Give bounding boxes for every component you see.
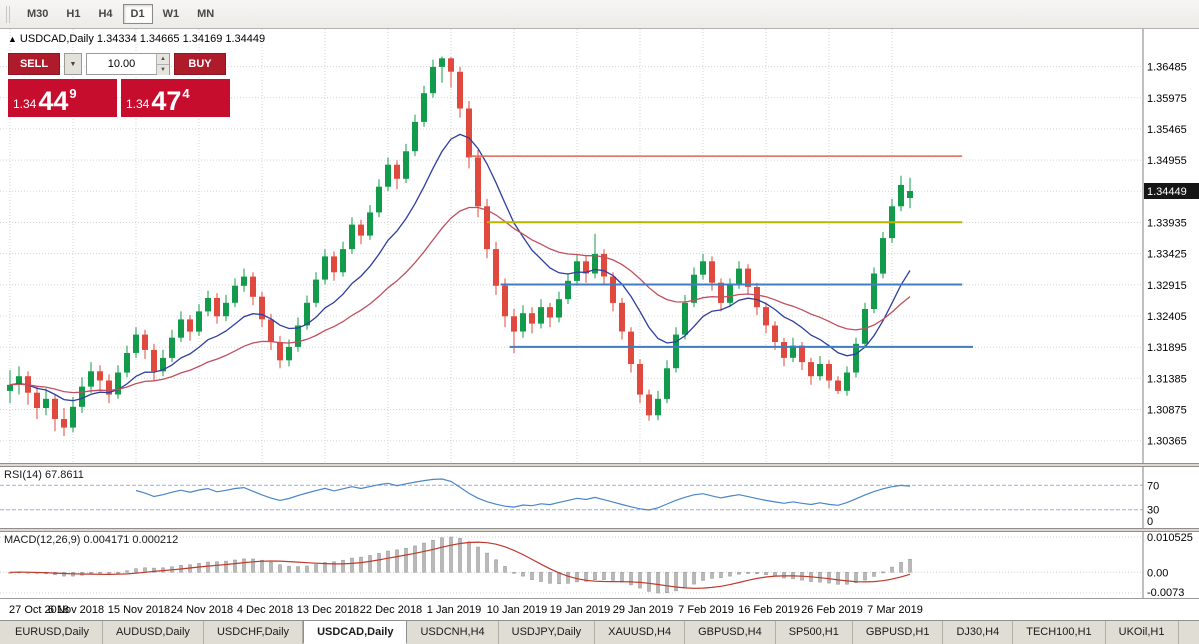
chart-tab[interactable]: GBPUSD,H1 [853, 621, 944, 644]
chart-tab[interactable]: XAUUSD,H4 [595, 621, 686, 644]
volume-spin-buttons: ▲ ▼ [156, 54, 169, 75]
chart-tab[interactable]: GBPUSD,H4 [685, 621, 776, 644]
main-chart-panel[interactable]: 1.364851.359751.354651.349551.344451.339… [0, 29, 1199, 463]
rsi-canvas[interactable]: 70 300 [0, 467, 1199, 528]
timeframe-button-mn[interactable]: MN [197, 8, 215, 20]
macd-indicator-panel[interactable]: 0.010525 0.00 -0.0073 MACD(12,26,9) 0.0041… [0, 532, 1199, 598]
date-axis-label: 13 Dec 2018 [296, 604, 360, 616]
timeframe-toolbar: M30 H1 H4 D1 W1 MN [0, 0, 1199, 29]
date-axis-label: 4 Dec 2018 [236, 604, 294, 616]
macd-header: MACD(12,26,9) 0.004171 0.000212 [4, 534, 179, 546]
svg-text:1.36485: 1.36485 [1147, 62, 1187, 74]
tick-up-icon: ▲ [8, 34, 17, 44]
svg-text:-0.0073: -0.0073 [1147, 587, 1184, 598]
volume-increase-button[interactable]: ▲ [157, 54, 169, 65]
chart-tab[interactable]: UKOil,H1 [1106, 621, 1179, 644]
svg-text:1.32405: 1.32405 [1147, 311, 1187, 323]
buy-price-display[interactable]: 1.34 47 4 [121, 79, 230, 117]
date-axis-label: 19 Jan 2019 [549, 604, 611, 616]
svg-text:30: 30 [1147, 505, 1159, 517]
buy-button[interactable]: BUY [174, 53, 226, 75]
date-axis-label: 16 Feb 2019 [738, 604, 800, 616]
date-axis-label: 22 Dec 2018 [359, 604, 423, 616]
svg-text:1.30365: 1.30365 [1147, 436, 1187, 448]
rsi-indicator-panel[interactable]: 70 30 0 RSI(14) 67.8611 [0, 467, 1199, 528]
chart-tab[interactable]: USDCNH,H4 [407, 621, 499, 644]
symbol-ohlc-info: ▲ USDCAD,Daily 1.34334 1.34665 1.34169 1.… [8, 33, 265, 45]
date-axis-label: 29 Jan 2019 [612, 604, 674, 616]
date-axis-label: 26 Feb 2019 [801, 604, 863, 616]
timeframe-button-h4[interactable]: H4 [98, 8, 113, 20]
rsi-header: RSI(14) 67.8611 [4, 469, 84, 481]
timeframe-button-h1[interactable]: H1 [66, 8, 81, 20]
sell-button[interactable]: SELL [8, 53, 60, 75]
date-axis[interactable]: 27 Oct 2018 6 Nov 2018 15 Nov 2018 24 Nov 2… [0, 600, 1199, 620]
macd-canvas[interactable]: 0.010525 0.00 -0.0073 [0, 532, 1199, 598]
volume-decrease-button[interactable]: ▼ [157, 65, 169, 75]
sell-price-prefix: 1.34 [13, 97, 37, 111]
timeframe-button-m30[interactable]: M30 [27, 8, 49, 20]
sell-price-big: 44 [38, 86, 69, 116]
svg-text:1.34955: 1.34955 [1147, 155, 1187, 167]
buy-price-prefix: 1.34 [126, 97, 150, 111]
svg-text:0.010525: 0.010525 [1147, 532, 1193, 544]
ohlc-text: USDCAD,Daily 1.34334 1.34665 1.34169 1.3… [19, 33, 266, 45]
date-axis-label: 6 Nov 2018 [47, 604, 105, 616]
buy-price-big: 47 [151, 86, 182, 116]
timeframe-button-d1[interactable]: D1 [122, 4, 153, 24]
price-chart-canvas[interactable]: 1.364851.359751.354651.349551.344451.339… [0, 29, 1199, 463]
date-axis-separator [0, 598, 1199, 600]
trade-prices-row: 1.34 44 9 1.34 47 4 [8, 79, 230, 117]
timeframe-button-w1[interactable]: W1 [162, 8, 180, 20]
svg-text:1.31385: 1.31385 [1147, 373, 1187, 385]
date-axis-label: 27 Oct 2018 [9, 604, 69, 616]
svg-text:1.34449: 1.34449 [1147, 186, 1187, 198]
date-axis-label: 7 Mar 2019 [867, 604, 923, 616]
volume-input[interactable] [87, 54, 156, 74]
date-axis-label: 10 Jan 2019 [486, 604, 548, 616]
chart-tab[interactable]: SP500,H1 [776, 621, 853, 644]
toolbar-grip[interactable] [6, 5, 10, 23]
volume-dropdown-button[interactable]: ▼ [64, 53, 82, 75]
svg-text:1.30875: 1.30875 [1147, 405, 1187, 417]
chart-tab[interactable]: USDJPY,Daily [499, 621, 596, 644]
buy-price-sup: 4 [182, 86, 190, 101]
timeframe-buttons: M30 H1 H4 D1 W1 MN [18, 4, 223, 24]
date-axis-label: 1 Jan 2019 [426, 604, 482, 616]
chart-tab[interactable]: EURUSD,Daily [2, 621, 103, 644]
svg-text:1.33935: 1.33935 [1147, 218, 1187, 230]
date-axis-label: 15 Nov 2018 [107, 604, 171, 616]
chart-tab[interactable]: USDCAD,Daily [303, 621, 408, 644]
svg-text:1.33425: 1.33425 [1147, 249, 1187, 261]
chevron-down-icon: ▼ [69, 60, 77, 68]
sell-price-sup: 9 [69, 86, 77, 101]
svg-text:1.35465: 1.35465 [1147, 124, 1187, 136]
chart-tab[interactable]: DJ30,H4 [943, 621, 1014, 644]
svg-text:0: 0 [1147, 516, 1153, 528]
chart-tab[interactable]: AUDUSD,Daily [103, 621, 204, 644]
chart-tabbar: EURUSD,Daily AUDUSD,Daily USDCHF,Daily USDC… [0, 620, 1199, 644]
date-axis-label: 7 Feb 2019 [678, 604, 734, 616]
svg-text:1.35975: 1.35975 [1147, 93, 1187, 105]
volume-spinner: ▲ ▼ [86, 53, 170, 75]
one-click-trading-panel: SELL ▼ ▲ ▼ BUY 1.34 44 9 1.3 [8, 53, 230, 117]
sell-price-display[interactable]: 1.34 44 9 [8, 79, 117, 117]
svg-text:0.00: 0.00 [1147, 567, 1168, 579]
svg-text:1.32915: 1.32915 [1147, 280, 1187, 292]
panel-splitter[interactable] [0, 528, 1199, 532]
panel-splitter[interactable] [0, 463, 1199, 467]
date-axis-label: 24 Nov 2018 [170, 604, 234, 616]
trade-controls-row: SELL ▼ ▲ ▼ BUY [8, 53, 230, 75]
chart-tab[interactable]: USDCHF,Daily [204, 621, 304, 644]
svg-text:1.31895: 1.31895 [1147, 342, 1187, 354]
chart-tab[interactable]: TECH100,H1 [1013, 621, 1106, 644]
svg-text:70: 70 [1147, 480, 1159, 492]
